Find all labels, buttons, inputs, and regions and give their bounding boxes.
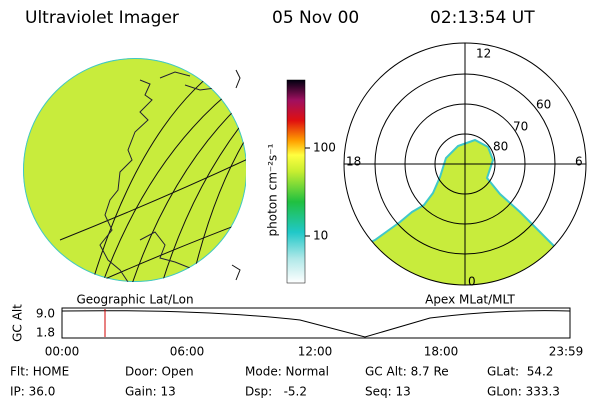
altitude-label: GC Alt <box>11 304 25 342</box>
colorbar-tick: 10 <box>313 229 328 243</box>
altitude-ytick: 1.8 <box>36 326 55 340</box>
status: Flt: HOME Door: Open Mode: Normal GC Alt… <box>10 365 560 399</box>
mlt-label: 12 <box>476 47 491 61</box>
status-item: GLon: 333.3 <box>487 385 560 399</box>
colorbar-tick: 100 <box>313 141 336 155</box>
status-item: GLat: 54.2 <box>487 365 553 379</box>
status-item: GC Alt: 8.7 Re <box>365 365 449 379</box>
mlt-label: 18 <box>346 155 361 169</box>
status-item: Mode: Normal <box>245 365 329 379</box>
header: Ultraviolet Imager 05 Nov 00 02:13:54 UT <box>25 8 535 28</box>
lat-label: 60 <box>536 98 551 112</box>
altitude-xtick: 23:59 <box>549 345 584 359</box>
map-title: Geographic Lat/Lon <box>76 293 193 307</box>
mlt-label: 6 <box>575 155 583 169</box>
altitude-ytick: 9.0 <box>36 307 55 321</box>
mlt-label: 0 <box>468 275 476 289</box>
time: 02:13:54 UT <box>430 8 535 28</box>
status-item: IP: 36.0 <box>10 385 55 399</box>
altitude-strip: GC Alt 9.0 1.8 00:00 06:00 12:00 18:00 2… <box>11 304 584 359</box>
map-title: Apex MLat/MLT <box>425 293 515 307</box>
colorbar: 100 10 photon cm⁻²s⁻¹ <box>266 79 336 284</box>
status-item: Gain: 13 <box>125 385 176 399</box>
altitude-xtick: 12:00 <box>298 345 333 359</box>
lat-label: 70 <box>513 120 528 134</box>
altitude-xtick: 18:00 <box>424 345 459 359</box>
polar-map: 12 18 6 0 60 70 80 <box>343 42 587 289</box>
colorbar-label: photon cm⁻²s⁻¹ <box>266 143 280 236</box>
status-item: Door: Open <box>125 365 194 379</box>
status-item: Dsp: -5.2 <box>245 385 307 399</box>
status-item: Flt: HOME <box>10 365 69 379</box>
date: 05 Nov 00 <box>272 8 359 28</box>
altitude-xtick: 06:00 <box>170 345 205 359</box>
lat-label: 80 <box>493 140 508 154</box>
instrument: Ultraviolet Imager <box>25 8 179 28</box>
altitude-xtick: 00:00 <box>45 345 80 359</box>
geographic-map <box>23 58 246 282</box>
status-item: Seq: 13 <box>365 385 411 399</box>
